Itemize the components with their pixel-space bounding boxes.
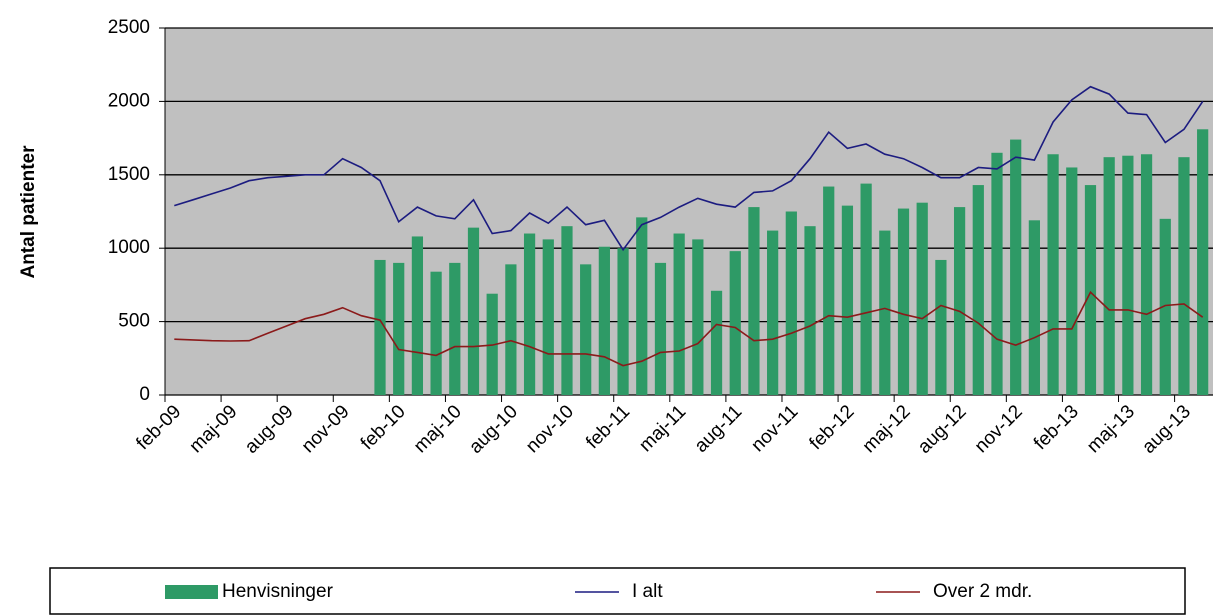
bar	[804, 226, 816, 395]
y-tick-label: 2000	[108, 90, 150, 111]
bar	[1197, 129, 1209, 396]
x-tick-label: feb-12	[806, 401, 859, 454]
bar	[1140, 154, 1153, 395]
y-tick-label: 1500	[108, 164, 150, 185]
bar	[1178, 157, 1190, 395]
legend-label: Henvisninger	[222, 581, 334, 602]
bar	[617, 248, 629, 395]
bar	[841, 205, 854, 395]
bar	[785, 211, 797, 395]
legend-label: Over 2 mdr.	[933, 581, 1032, 602]
bar	[542, 239, 554, 395]
bar	[935, 259, 947, 395]
bar	[430, 271, 442, 395]
x-tick-label: aug-13	[1138, 401, 1195, 458]
x-tick-label: maj-09	[186, 401, 242, 457]
bar	[710, 290, 723, 395]
x-tick-label: nov-09	[298, 401, 354, 457]
bar	[654, 262, 667, 395]
y-tick-label: 500	[118, 311, 150, 332]
x-tick-label: aug-10	[465, 401, 522, 458]
bar	[598, 246, 610, 395]
bar	[1084, 185, 1097, 395]
bar	[729, 251, 741, 395]
x-tick-label: feb-13	[1030, 401, 1083, 454]
bar	[561, 226, 573, 395]
legend-label: I alt	[632, 581, 663, 602]
bar	[767, 230, 779, 395]
x-tick-label: feb-09	[132, 401, 185, 454]
line	[174, 85, 1204, 252]
bar	[1066, 167, 1078, 395]
bar	[411, 236, 424, 395]
x-tick-label: aug-11	[691, 401, 747, 457]
bar	[505, 264, 517, 395]
y-tick-label: 2500	[108, 17, 150, 38]
bar	[636, 217, 648, 395]
y-tick-label: 0	[139, 384, 150, 405]
bar	[374, 259, 386, 395]
y-tick-label: 1000	[108, 237, 150, 258]
bar	[1047, 154, 1059, 395]
bar	[953, 207, 966, 395]
bar	[991, 152, 1003, 395]
bar	[467, 227, 480, 395]
x-tick-label: aug-09	[241, 401, 298, 458]
x-tick-label: feb-11	[582, 401, 634, 453]
bar	[748, 207, 760, 395]
bar	[393, 262, 405, 395]
bar	[916, 202, 928, 395]
x-tick-label: maj-13	[1083, 401, 1139, 457]
bar	[673, 233, 685, 395]
x-tick-label: nov-10	[522, 401, 578, 457]
bar	[897, 208, 910, 395]
x-tick-label: maj-10	[410, 401, 466, 457]
bar	[523, 233, 536, 395]
bar	[860, 183, 872, 395]
bar	[1159, 218, 1171, 395]
bar	[1028, 220, 1040, 395]
legend	[49, 567, 1186, 615]
bar	[692, 239, 704, 395]
bar	[1010, 139, 1022, 395]
bar	[580, 264, 592, 395]
y-axis-label: Antal patienter	[18, 145, 39, 279]
x-tick-label: maj-11	[635, 401, 690, 456]
bar	[823, 186, 835, 395]
bar	[972, 185, 984, 395]
legend-swatch	[165, 585, 218, 599]
x-tick-label: feb-10	[357, 401, 410, 454]
bar	[1103, 157, 1115, 395]
bar	[1122, 155, 1134, 395]
x-tick-label: maj-12	[859, 401, 915, 457]
bar	[449, 262, 461, 395]
bar	[879, 230, 891, 395]
line	[174, 290, 1204, 367]
x-tick-label: aug-12	[914, 401, 971, 458]
x-tick-label: nov-12	[971, 401, 1027, 457]
x-tick-label: nov-11	[747, 401, 802, 456]
